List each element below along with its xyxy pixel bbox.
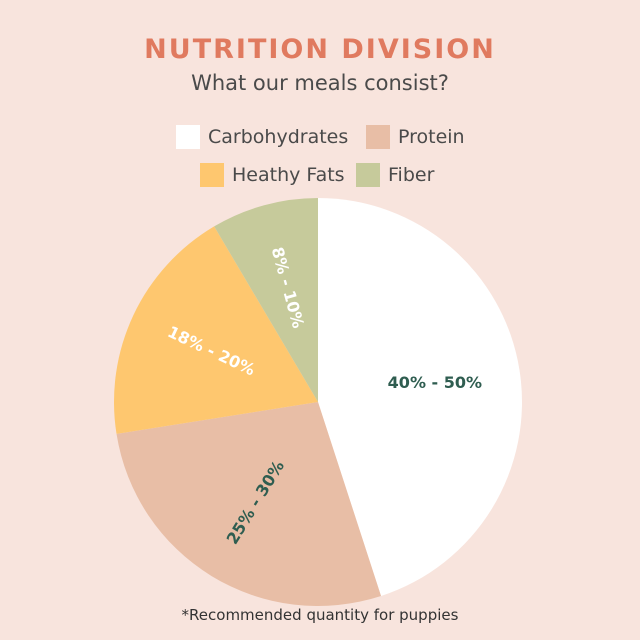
legend-swatch-protein <box>366 125 390 149</box>
legend-item-carbohydrates: Carbohydrates <box>176 125 348 149</box>
pie-slice-heathy-fats <box>114 226 319 434</box>
legend-swatch-heathy-fats <box>200 163 224 187</box>
legend-item-heathy-fats: Heathy Fats <box>200 163 345 187</box>
footnote: *Recommended quantity for puppies <box>181 606 459 624</box>
legend-item-protein: Protein <box>366 125 465 149</box>
legend-item-fiber: Fiber <box>356 163 434 187</box>
pie-slice-protein <box>116 402 382 606</box>
pie-slice-carbohydrates <box>318 198 522 597</box>
legend-swatch-carbohydrates <box>176 125 200 149</box>
pie-slice-fiber <box>214 198 318 402</box>
legend-label-heathy-fats: Heathy Fats <box>232 164 345 186</box>
legend-label-carbohydrates: Carbohydrates <box>208 126 349 148</box>
legend-label-protein: Protein <box>398 126 465 148</box>
legend-swatch-fiber <box>356 163 380 187</box>
chart-title: NUTRITION DIVISION <box>144 34 496 65</box>
chart-subtitle: What our meals consist? <box>191 71 449 95</box>
legend-label-fiber: Fiber <box>388 164 435 186</box>
slice-label-carbohydrates: 40% - 50% <box>388 373 482 392</box>
